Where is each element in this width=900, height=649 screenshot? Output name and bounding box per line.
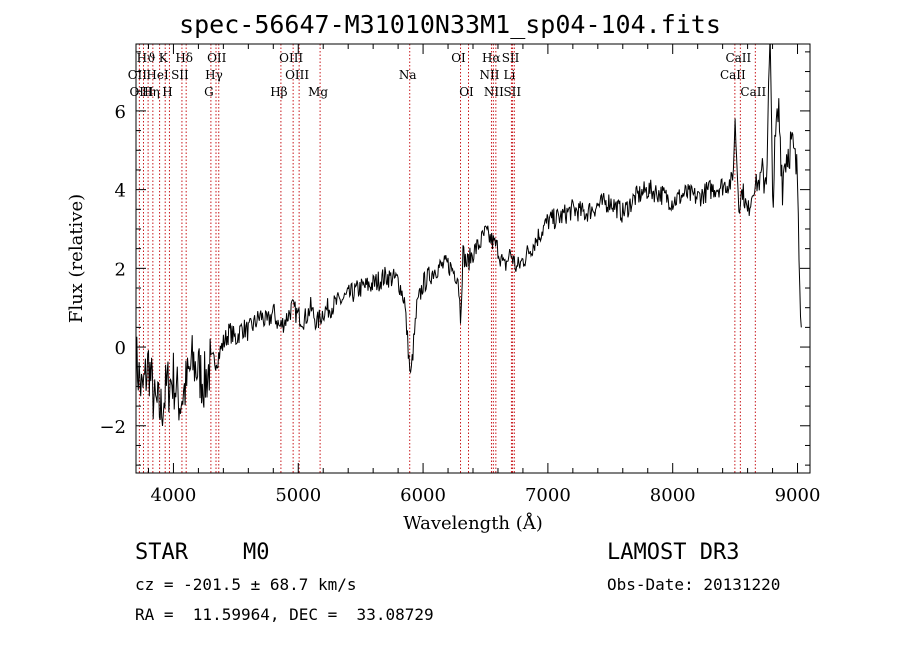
spectral-line-label: OI — [459, 85, 474, 99]
y-tick-label: 2 — [115, 259, 126, 280]
spectral-line-label: G — [204, 85, 214, 99]
x-tick-label: 4000 — [151, 485, 197, 506]
spectral-line-label: CaII — [740, 85, 766, 99]
obs-date-label: Obs-Date: 20131220 — [607, 575, 781, 594]
spectral-line-label: HeI — [146, 68, 169, 82]
coordinates-label: RA = 11.59964, DEC = 33.08729 — [135, 605, 434, 624]
spectral-line-label: SII — [503, 85, 521, 99]
spectral-line-label: Hϑ — [137, 51, 156, 65]
spectral-line-label: Mg — [308, 85, 328, 99]
spectral-line-label: OI — [451, 51, 466, 65]
spectral-line-label: OIII — [285, 68, 309, 82]
subclass-label: M0 — [243, 540, 270, 565]
spectral-line-label: Na — [399, 68, 417, 82]
spectral-line-label: Hβ — [270, 85, 287, 99]
spectral-line-label: NII — [479, 68, 499, 82]
spectrum-line — [136, 44, 802, 427]
class-label: STAR — [135, 540, 188, 565]
spectral-line-label: Hα — [482, 51, 501, 65]
spectral-line-label: Hη — [142, 85, 160, 99]
spectral-line-label: K — [159, 51, 169, 65]
spectral-line-label: OII — [128, 68, 148, 82]
x-tick-label: 7000 — [525, 485, 571, 506]
y-tick-label: 4 — [115, 181, 126, 202]
redshift-label: cz = -201.5 ± 68.7 km/s — [135, 575, 357, 594]
spectral-line-label: Li — [504, 68, 516, 82]
y-tick-label: 6 — [115, 102, 126, 123]
spectral-line-label: OIII — [129, 85, 153, 99]
y-tick-label: 0 — [115, 338, 126, 359]
spectral-line-label: OII — [207, 51, 227, 65]
y-axis-label: Flux (relative) — [66, 194, 87, 323]
spectral-line-label: NII — [484, 85, 504, 99]
spectral-line-label: H — [162, 85, 172, 99]
spectral-line-label: CaII — [720, 68, 746, 82]
spectral-line-label: Hδ — [175, 51, 193, 65]
spectral-line-label: CaII — [725, 51, 751, 65]
spectral-line-label: OIII — [279, 51, 303, 65]
survey-label: LAMOST DR3 — [607, 540, 740, 565]
x-tick-label: 6000 — [400, 485, 446, 506]
chart-title: spec-56647-M31010N33M1_sp04-104.fits — [179, 10, 721, 39]
spectral-line-label: SII — [502, 51, 520, 65]
spectral-line-label: Hγ — [205, 68, 223, 82]
x-tick-label: 9000 — [775, 485, 821, 506]
y-tick-label: −2 — [99, 417, 126, 438]
x-tick-label: 8000 — [650, 485, 696, 506]
x-axis-label: Wavelength (Å) — [403, 512, 543, 534]
x-tick-label: 5000 — [275, 485, 321, 506]
spectral-line-label: SII — [171, 68, 189, 82]
